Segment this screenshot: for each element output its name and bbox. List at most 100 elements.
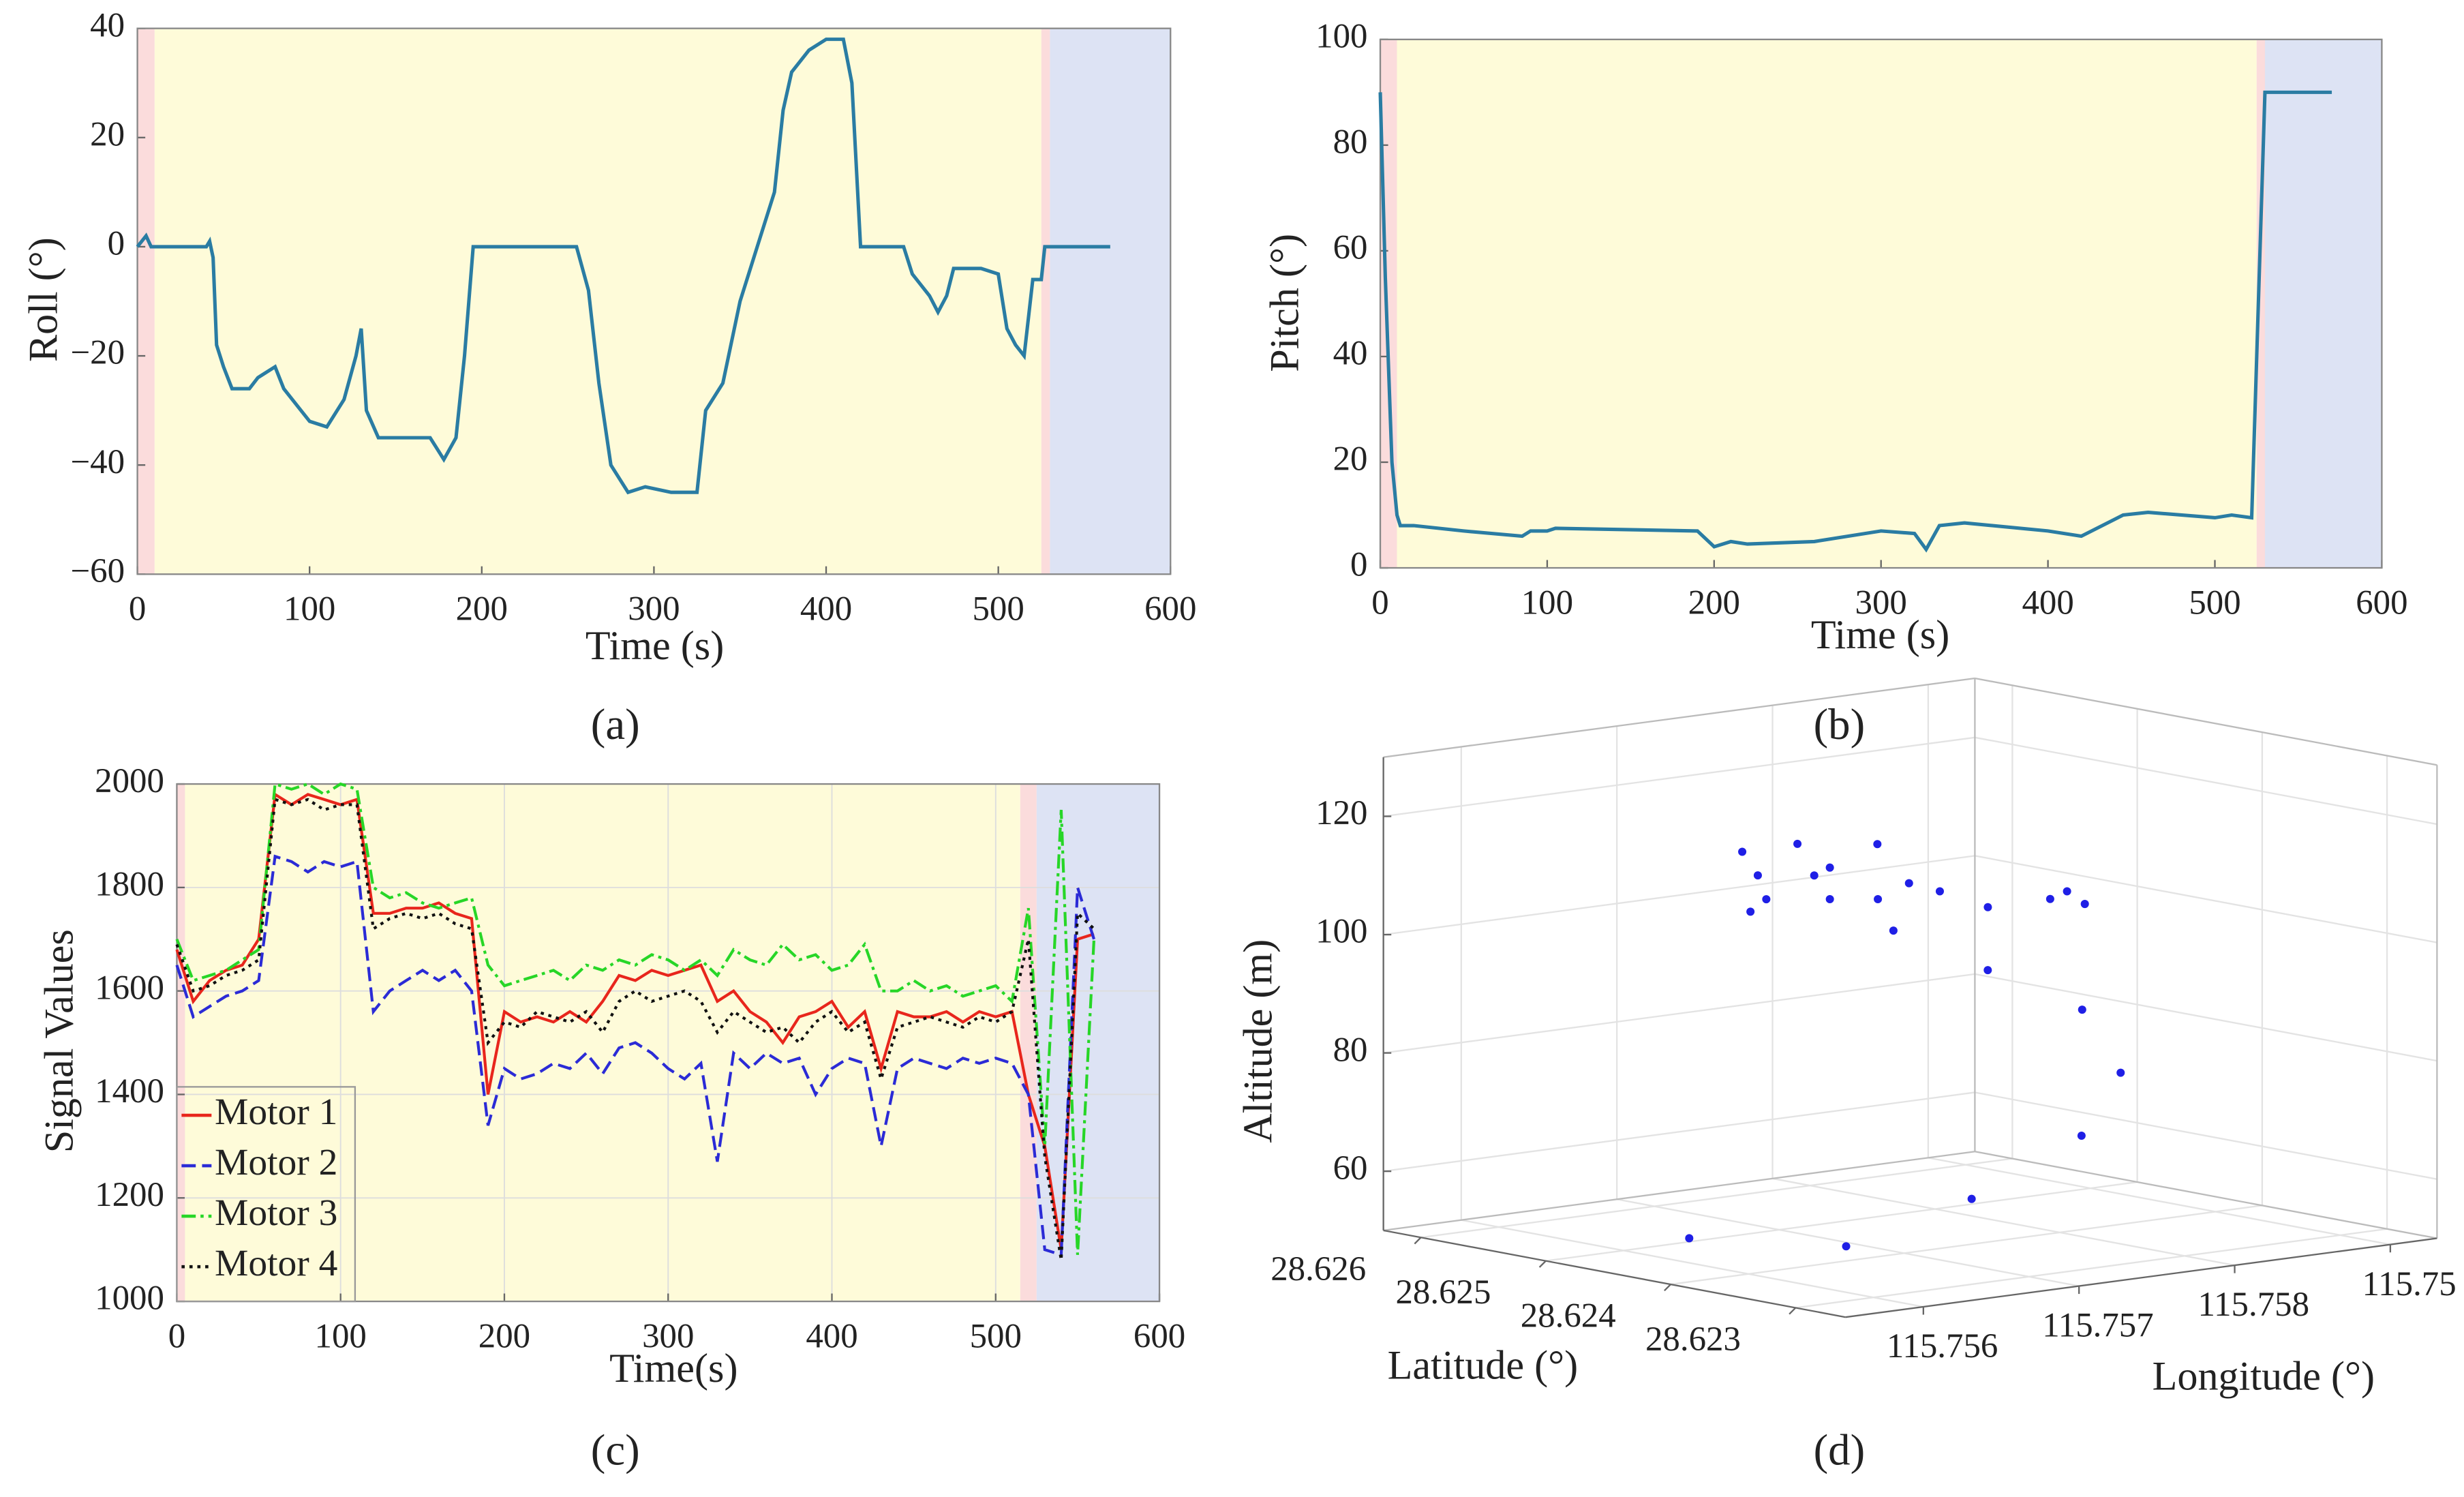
trajectory-point [2116,1068,2125,1077]
y-tick-label: −20 [70,334,125,372]
legend-label: Motor 4 [215,1243,337,1284]
z-tick-label: 60 [1333,1149,1368,1188]
trajectory-point [1738,847,1747,856]
axis-line [1383,1229,1846,1318]
x-tick-label: 100 [315,1317,367,1355]
x-tick-label: 500 [970,1317,1022,1355]
caption: (a) [591,700,640,749]
region [2264,39,2382,569]
y-tick-label: 80 [1333,123,1368,162]
trajectory-point [1793,839,1802,848]
z-tick-label: 120 [1315,794,1367,832]
x-axis-label: Time(s) [609,1346,737,1391]
y-tick-label: 1600 [95,969,164,1007]
y-tick-label: 0 [108,225,125,263]
grid-line [1975,1091,2437,1180]
x-tick-label: 200 [456,590,508,629]
trajectory-point [1935,887,1944,896]
y-tick-label: 40 [90,6,125,44]
x-tick-label: 400 [800,590,852,629]
y-tick-label: 2000 [95,762,164,800]
region [1020,784,1037,1302]
legend-box [176,1086,356,1303]
y-tick-label: −60 [70,552,125,590]
x-tick-label: 115.757 [2042,1307,2154,1345]
data-line [1378,90,2332,553]
grid-line [1383,1091,1975,1173]
y-tick-label: 20 [90,115,125,153]
caption: (b) [1814,700,1866,749]
grid-line [1383,736,1975,817]
x-axis-label: Time (s) [585,623,724,669]
plot-frame [176,783,1161,1303]
trajectory-point [1842,1242,1851,1251]
x-tick-label: 200 [1688,584,1740,622]
x-tick-label: 0 [168,1317,185,1355]
grid-line [1670,1205,2263,1286]
x-tick-label: 600 [1134,1317,1185,1355]
legend-label: Motor 3 [215,1192,337,1234]
plot-frame [136,27,1172,575]
y-tick-label: 1400 [95,1072,164,1110]
x-tick-label: 115.75 [2362,1265,2457,1303]
y-tick-label: 40 [1333,335,1368,373]
grid-line [1975,973,2437,1062]
axis-line [1845,1237,2437,1318]
grid-line [1772,1177,2235,1267]
x-tick-label: 300 [628,590,680,629]
z-tick-label: 80 [1333,1031,1368,1069]
z-tick-label: 100 [1315,913,1367,951]
y-tick [1789,1307,1797,1315]
box-edge [1383,677,1975,758]
data-line [175,791,1095,1250]
x-tick-label: 500 [972,590,1024,629]
y-axis-label: Pitch (°) [1262,234,1308,372]
x-tick-label: 400 [806,1317,857,1355]
x-tick-label: 200 [478,1317,530,1355]
trajectory-point [1825,895,1834,904]
region [185,784,1020,1302]
x-tick-label: 400 [2022,584,2073,622]
x-tick-label: 600 [1144,590,1196,629]
trajectory-point [2063,887,2071,896]
trajectory-point [2080,900,2089,909]
x-tick-label: 0 [129,590,146,629]
region [154,28,1041,575]
data-line [175,797,1095,1260]
y-tick-label: 20 [1333,440,1368,479]
trajectory-point [1983,966,1992,975]
y-tick-label: 28.623 [1645,1320,1741,1359]
y-axis-label: Latitude (°) [1388,1342,1579,1388]
region [137,28,155,575]
x-tick-label: 115.758 [2198,1286,2310,1324]
y-tick-label: 28.625 [1395,1273,1491,1312]
region [1041,28,1050,575]
y-tick-label: 1800 [95,866,164,904]
x-tick-label: 100 [284,590,335,629]
region [1050,28,1171,575]
x-tick-label: 300 [642,1317,694,1355]
grid-line [1928,1157,2391,1245]
plot-frame [1379,38,2383,569]
x-tick-label: 300 [1855,584,1907,622]
region [1397,39,2257,569]
y-tick [1414,1237,1422,1245]
caption: (d) [1814,1425,1866,1475]
trajectory-point [1810,871,1819,880]
trajectory-point [1873,840,1882,849]
y-tick [1538,1260,1547,1268]
trajectory-point [1753,871,1762,880]
trajectory-point [1825,863,1834,872]
x-axis-label: Longitude (°) [2153,1354,2375,1400]
grid-line [1383,973,1975,1054]
grid-line [1383,855,1975,936]
box-edge [1383,1151,1975,1232]
data-line [175,782,1096,1255]
data-line [175,854,1096,1257]
trajectory-point [1685,1234,1694,1243]
grid-line [1975,855,2437,943]
trajectory-point [1983,903,1992,911]
trajectory-point [1762,895,1771,904]
box-edge [1975,1151,2437,1239]
